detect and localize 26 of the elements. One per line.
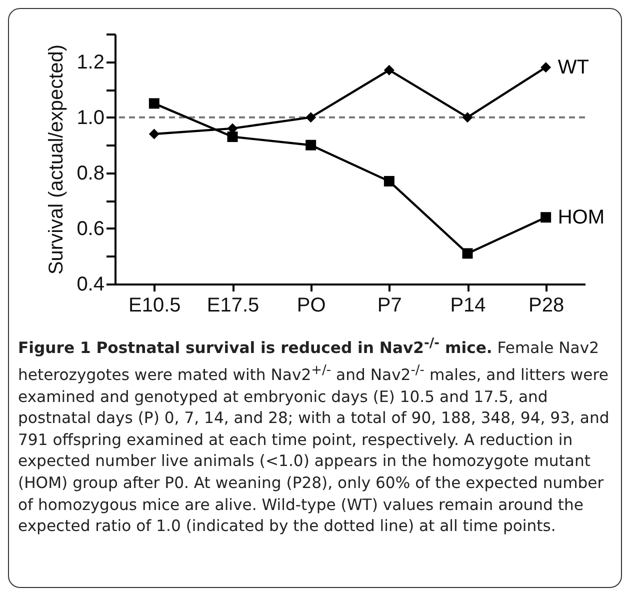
point <box>227 132 238 142</box>
x-tick-label: E10.5 <box>128 294 181 316</box>
series-label: HOM <box>558 206 605 228</box>
point <box>462 248 473 259</box>
point <box>462 112 473 123</box>
y-tick-label: 0.6 <box>76 218 104 240</box>
point <box>306 112 316 123</box>
x-tick-label: E17.5 <box>206 294 260 316</box>
point <box>148 98 160 109</box>
point <box>306 140 316 150</box>
x-tick-label: P14 <box>450 294 486 316</box>
series-label: WT <box>558 56 589 78</box>
point <box>384 64 394 76</box>
y-tick-label: 1.0 <box>76 106 104 129</box>
y-tick-label: 0.8 <box>76 162 104 184</box>
y-axis-title: Survival (actual/expected) <box>46 44 68 275</box>
point <box>540 62 552 73</box>
y-tick-label: 0.4 <box>76 274 104 296</box>
y-tick-label: 1.2 <box>76 51 104 74</box>
x-tick-label: PO <box>296 294 326 316</box>
point <box>384 176 394 186</box>
point <box>148 128 160 140</box>
text: Figure 1 Postnatal survival is reduced in Nav2$^{-/-}$ mice. <box>18 336 492 358</box>
point <box>540 212 552 223</box>
x-tick-label: P28 <box>528 294 564 316</box>
x-tick-label: P7 <box>377 294 402 316</box>
